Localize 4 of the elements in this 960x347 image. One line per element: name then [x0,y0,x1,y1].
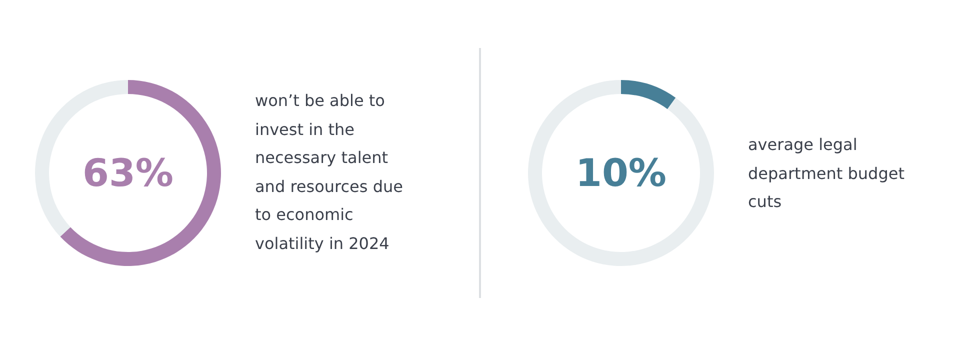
text: 63% [82,151,174,195]
text: 10% [576,151,666,195]
text: average legal department budget cuts [748,134,906,213]
text: won’t be able to invest in the necessary talent and resources due to economic volatility in 2024 [255,90,404,254]
